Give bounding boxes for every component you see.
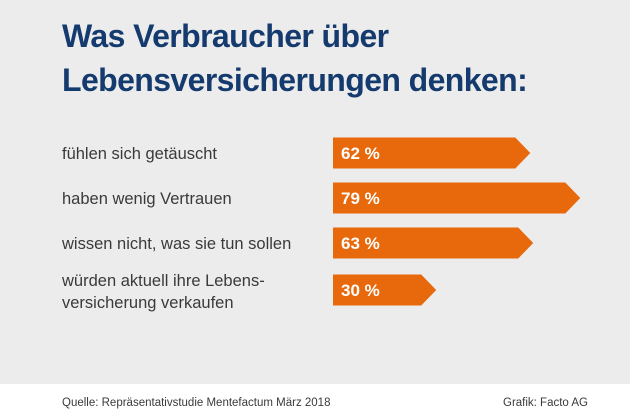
category-label-2: haben wenig Vertrauen (62, 190, 232, 208)
bar-1 (333, 137, 531, 169)
title-line-1: Was Verbraucher über (62, 18, 389, 54)
bar-2 (333, 182, 581, 214)
source-note: Quelle: Repräsentativstudie Mentefactum … (62, 397, 331, 409)
category-label-3: wissen nicht, was sie tun sollen (61, 235, 291, 253)
chart-title: Was Verbraucher über Lebensversicherunge… (62, 14, 622, 102)
value-label-1: 62 % (341, 144, 380, 163)
value-label-3: 63 % (341, 234, 380, 253)
value-label-2: 79 % (341, 189, 380, 208)
category-label-1: fühlen sich getäuscht (62, 145, 217, 163)
category-label-4-line-2: versicherung verkaufen (62, 294, 234, 312)
value-label-4: 30 % (341, 281, 380, 300)
bar-4 (333, 274, 437, 306)
bar-chart: 62 % fühlen sich getäuscht 79 % haben wenig… (61, 137, 581, 312)
category-label-4-line-1: würden aktuell ihre Lebens- (61, 272, 265, 290)
title-line-2: Lebensversicherungen denken: (62, 62, 528, 98)
bar-3 (333, 227, 534, 259)
graphic-credit: Grafik: Facto AG (503, 397, 588, 409)
